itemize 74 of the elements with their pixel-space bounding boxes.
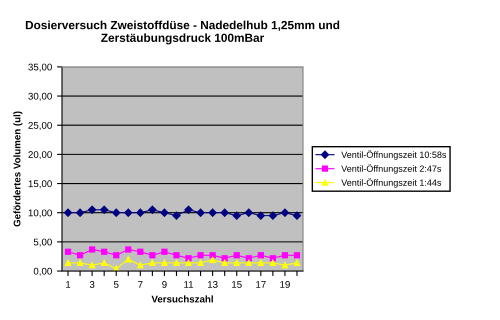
point bbox=[76, 260, 84, 266]
point bbox=[112, 208, 120, 217]
y-tick-label: 15,00 bbox=[28, 180, 52, 188]
point bbox=[282, 262, 288, 268]
point bbox=[137, 248, 144, 255]
point bbox=[294, 260, 300, 266]
y-tick-label: 35,00 bbox=[28, 64, 52, 72]
point bbox=[270, 255, 276, 262]
point bbox=[136, 208, 144, 217]
point bbox=[76, 252, 84, 258]
point bbox=[220, 208, 229, 217]
point bbox=[294, 252, 300, 258]
point bbox=[197, 252, 204, 258]
y-axis-title: Gefördertes Volumen (ul) bbox=[13, 111, 22, 227]
point bbox=[149, 252, 156, 258]
point bbox=[173, 252, 180, 258]
point bbox=[185, 260, 192, 266]
y-tick-label: 0,00 bbox=[34, 268, 52, 276]
y-tick-label: 20,00 bbox=[28, 151, 52, 160]
point bbox=[292, 211, 302, 220]
point bbox=[173, 260, 180, 266]
point bbox=[232, 211, 241, 220]
y-tick-label: 10,00 bbox=[28, 209, 52, 218]
point bbox=[282, 252, 288, 258]
x-tick-label: 5 bbox=[114, 281, 119, 288]
point bbox=[185, 255, 192, 262]
point bbox=[268, 211, 278, 220]
point bbox=[64, 248, 72, 255]
x-tick-label: 7 bbox=[138, 281, 143, 288]
x-tick-label: 11 bbox=[184, 281, 194, 288]
point bbox=[184, 206, 193, 214]
point bbox=[160, 208, 169, 217]
chart-title: Dosierversuch Zweistoffdüse - Nadedelhub 1,25mm und Zerstäubungsdruck 100mBar bbox=[26, 20, 340, 44]
point bbox=[113, 252, 120, 258]
x-tick-label: 1 bbox=[66, 281, 70, 288]
point bbox=[208, 208, 217, 217]
y-tick-label: 5,00 bbox=[34, 238, 52, 247]
point bbox=[234, 252, 240, 258]
point bbox=[172, 211, 181, 220]
point bbox=[124, 208, 132, 217]
point bbox=[280, 208, 290, 217]
point bbox=[256, 211, 265, 220]
point bbox=[125, 246, 132, 253]
legend-label: Ventil-Öffnungszeit 1:44s bbox=[341, 178, 442, 188]
y-tick-label: 25,00 bbox=[28, 122, 52, 130]
point bbox=[101, 260, 108, 266]
point bbox=[161, 260, 168, 266]
point bbox=[210, 256, 216, 264]
x-tick-label: 9 bbox=[162, 281, 167, 288]
point bbox=[148, 206, 157, 214]
point bbox=[76, 208, 84, 217]
x-tick-label: 3 bbox=[90, 281, 94, 288]
point bbox=[101, 248, 108, 255]
point bbox=[100, 206, 108, 214]
point bbox=[246, 255, 252, 262]
point bbox=[244, 208, 253, 217]
point bbox=[197, 260, 204, 266]
y-tick-label: 30,00 bbox=[28, 92, 52, 101]
point bbox=[64, 260, 72, 266]
legend-label: Ventil-Öffnungszeit 2:47s bbox=[341, 164, 442, 174]
x-tick-label: 19 bbox=[280, 281, 290, 288]
point bbox=[210, 252, 216, 258]
x-tick-label: 13 bbox=[208, 281, 218, 288]
point bbox=[196, 208, 205, 217]
point bbox=[258, 252, 264, 258]
legend-label: Ventil-Öffnungszeit 10:58s bbox=[341, 150, 446, 160]
x-tick-label: 17 bbox=[256, 281, 266, 288]
x-tick-label: 15 bbox=[232, 281, 242, 288]
x-axis-title: Versuchszahl bbox=[151, 295, 213, 303]
point bbox=[64, 208, 72, 217]
point bbox=[161, 248, 168, 255]
point bbox=[88, 206, 96, 214]
point bbox=[89, 246, 96, 253]
point bbox=[222, 255, 228, 262]
